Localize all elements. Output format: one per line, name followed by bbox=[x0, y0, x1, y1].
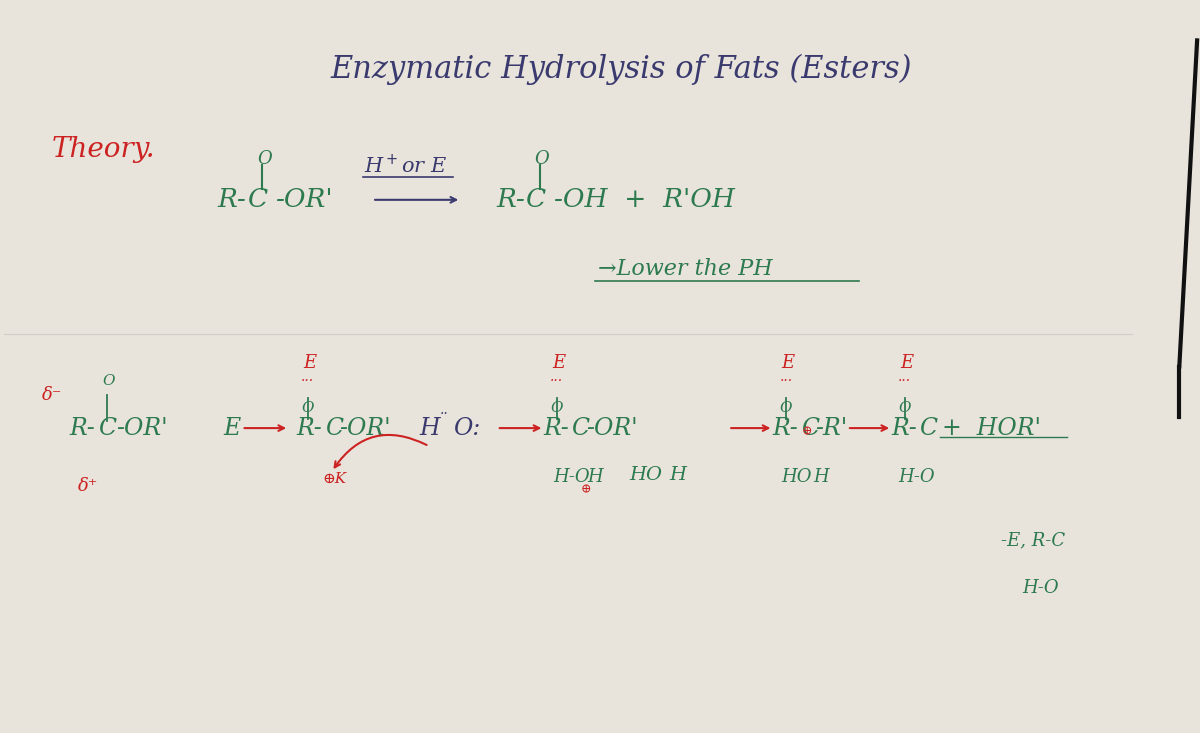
Text: H: H bbox=[420, 416, 440, 440]
Text: H$^+$or E: H$^+$or E bbox=[364, 153, 448, 177]
Text: E: E bbox=[781, 354, 794, 372]
Text: R-: R- bbox=[544, 416, 569, 440]
Text: Theory.: Theory. bbox=[52, 136, 155, 163]
Text: δ⁺: δ⁺ bbox=[78, 477, 98, 495]
Text: R-: R- bbox=[497, 188, 526, 213]
Text: ...: ... bbox=[550, 370, 563, 384]
Text: H: H bbox=[587, 468, 602, 486]
Text: -OR': -OR' bbox=[586, 416, 637, 440]
Text: H: H bbox=[668, 466, 686, 485]
Text: H-O: H-O bbox=[898, 468, 935, 486]
Text: O:: O: bbox=[452, 416, 480, 440]
Text: E: E bbox=[304, 354, 317, 372]
Text: O: O bbox=[898, 401, 911, 415]
Text: -OH  +  R'OH: -OH + R'OH bbox=[553, 188, 734, 213]
Text: R-: R- bbox=[218, 188, 246, 213]
Text: E: E bbox=[223, 416, 241, 440]
Text: -OR': -OR' bbox=[115, 416, 167, 440]
Text: R-: R- bbox=[296, 416, 322, 440]
Text: HO: HO bbox=[781, 468, 812, 486]
Text: ⊕: ⊕ bbox=[802, 425, 812, 438]
Text: R-: R- bbox=[70, 416, 95, 440]
Text: -E, R-C: -E, R-C bbox=[1001, 531, 1066, 550]
Text: R-: R- bbox=[772, 416, 798, 440]
Text: R-: R- bbox=[890, 416, 917, 440]
Text: -OR': -OR' bbox=[338, 416, 390, 440]
Text: →Lower the PH: →Lower the PH bbox=[598, 258, 773, 280]
Text: ..: .. bbox=[440, 403, 449, 417]
Text: C: C bbox=[800, 416, 818, 440]
Text: -R': -R' bbox=[815, 416, 847, 440]
Text: H: H bbox=[814, 468, 829, 486]
Text: C: C bbox=[98, 416, 116, 440]
Text: C: C bbox=[571, 416, 589, 440]
Text: O: O bbox=[535, 150, 550, 168]
Text: ...: ... bbox=[898, 370, 911, 384]
Text: O: O bbox=[257, 150, 271, 168]
Text: H-O: H-O bbox=[1022, 578, 1060, 597]
Text: ⊕: ⊕ bbox=[581, 483, 592, 496]
Text: E: E bbox=[552, 354, 565, 372]
Text: -OR': -OR' bbox=[275, 188, 332, 213]
Text: +  HOR': + HOR' bbox=[942, 416, 1040, 440]
Text: H-O: H-O bbox=[553, 468, 590, 486]
Text: C: C bbox=[919, 416, 937, 440]
Text: C: C bbox=[527, 188, 546, 213]
Text: C: C bbox=[325, 416, 343, 440]
Text: ...: ... bbox=[301, 370, 314, 384]
Text: O: O bbox=[779, 401, 792, 415]
Text: HO: HO bbox=[630, 466, 662, 485]
Text: Enzymatic Hydrolysis of Fats (Esters): Enzymatic Hydrolysis of Fats (Esters) bbox=[331, 54, 912, 85]
Text: O: O bbox=[103, 374, 115, 388]
Text: δ⁻: δ⁻ bbox=[42, 386, 62, 405]
Text: O: O bbox=[301, 401, 313, 415]
Text: ⊕K: ⊕K bbox=[323, 472, 347, 486]
Text: O: O bbox=[550, 401, 563, 415]
Text: ...: ... bbox=[779, 370, 792, 384]
Text: E: E bbox=[900, 354, 913, 372]
Text: C: C bbox=[247, 188, 268, 213]
